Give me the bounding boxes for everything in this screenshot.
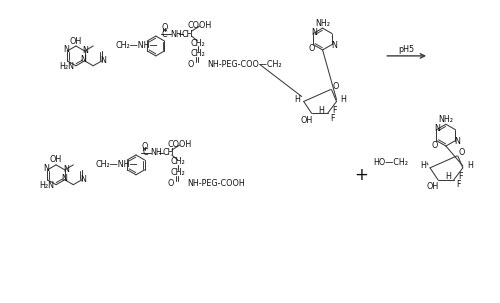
Text: CH: CH <box>182 30 194 38</box>
Text: O: O <box>308 45 314 53</box>
Text: H: H <box>445 172 451 181</box>
Text: O: O <box>188 60 194 69</box>
Text: N: N <box>331 41 337 50</box>
Text: N: N <box>454 137 460 146</box>
Text: CH₂: CH₂ <box>170 168 185 177</box>
Text: CH₂: CH₂ <box>190 49 205 58</box>
Text: HO—CH₂: HO—CH₂ <box>373 158 408 167</box>
Text: O: O <box>168 179 174 188</box>
Text: O: O <box>142 142 148 151</box>
Text: H: H <box>318 106 324 115</box>
Text: H: H <box>467 161 472 170</box>
Text: +: + <box>354 166 368 184</box>
Text: NH: NH <box>150 148 162 158</box>
Text: C: C <box>162 30 168 38</box>
Text: F: F <box>458 172 463 181</box>
Text: F: F <box>456 180 461 189</box>
Text: N: N <box>80 175 86 184</box>
Text: NH₂: NH₂ <box>438 115 454 124</box>
Text: N: N <box>61 174 66 183</box>
Text: CH₂: CH₂ <box>190 38 205 48</box>
Text: O: O <box>332 82 338 91</box>
Text: H: H <box>294 95 300 104</box>
Text: CH: CH <box>162 148 173 158</box>
Text: NH: NH <box>170 30 181 38</box>
Text: N: N <box>80 55 86 64</box>
Text: H: H <box>340 95 346 104</box>
Text: N: N <box>434 124 440 133</box>
Text: COOH: COOH <box>168 140 192 148</box>
Text: N: N <box>44 164 50 173</box>
Text: O: O <box>458 148 465 158</box>
Text: pH5: pH5 <box>398 45 414 55</box>
Text: NH-PEG-COOH: NH-PEG-COOH <box>188 179 246 188</box>
Text: F: F <box>332 106 337 115</box>
Text: COOH: COOH <box>188 21 212 30</box>
Text: OH: OH <box>70 37 82 45</box>
Text: CH₂: CH₂ <box>170 157 185 166</box>
Text: H₂N: H₂N <box>59 62 74 71</box>
Text: H₂N: H₂N <box>39 181 54 190</box>
Text: CH₂—NH—: CH₂—NH— <box>115 42 158 51</box>
Text: N: N <box>100 56 105 65</box>
Text: NH-PEG-COO—CH₂: NH-PEG-COO—CH₂ <box>208 60 282 69</box>
Text: C: C <box>142 148 148 158</box>
Text: H: H <box>420 161 426 170</box>
Text: N: N <box>63 165 68 174</box>
Text: OH: OH <box>300 116 313 125</box>
Text: N: N <box>311 28 317 37</box>
Text: F: F <box>330 114 335 123</box>
Text: N: N <box>64 45 70 55</box>
Text: O: O <box>432 141 438 150</box>
Text: NH₂: NH₂ <box>315 19 330 28</box>
Text: OH: OH <box>50 155 62 165</box>
Text: O: O <box>162 23 168 32</box>
Text: N: N <box>82 46 88 55</box>
Text: CH₂—NH—: CH₂—NH— <box>95 160 138 169</box>
Text: OH: OH <box>427 182 439 191</box>
